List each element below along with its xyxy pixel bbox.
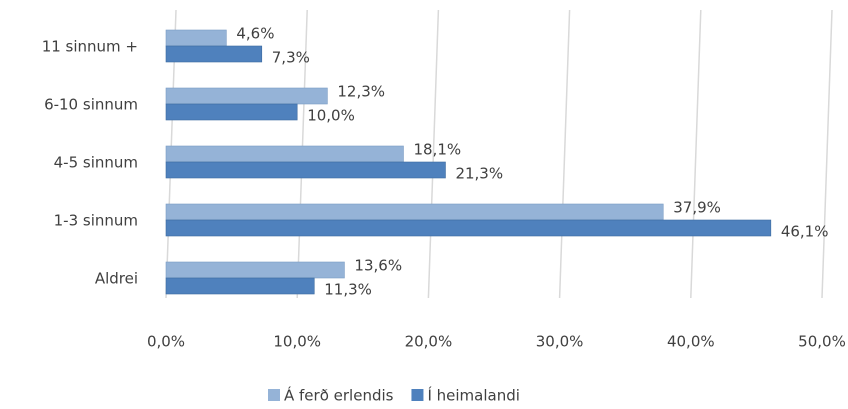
value-label: 7,3% <box>272 49 310 67</box>
bar <box>165 45 263 63</box>
bar <box>165 161 446 179</box>
bar <box>165 219 772 237</box>
value-label: 21,3% <box>455 165 503 183</box>
legend-label: Í heimalandi <box>427 386 519 405</box>
x-tick-label: 20,0% <box>405 333 453 351</box>
grid-line <box>427 9 440 299</box>
value-label: 11,3% <box>324 281 372 299</box>
x-tick-label: 0,0% <box>147 333 185 351</box>
grid-line <box>558 9 571 299</box>
bar <box>165 87 328 105</box>
bar <box>165 103 298 121</box>
bar <box>165 277 315 295</box>
x-tick-label: 30,0% <box>536 333 584 351</box>
bar <box>165 203 664 221</box>
value-label: 10,0% <box>307 107 355 125</box>
value-label: 18,1% <box>413 141 461 159</box>
bar <box>165 145 404 163</box>
y-tick-label: Aldrei <box>95 270 138 288</box>
y-tick-label: 4-5 sinnum <box>54 154 138 172</box>
x-tick-label: 50,0% <box>798 333 846 351</box>
grid-line <box>690 9 702 299</box>
x-tick-label: 40,0% <box>667 333 715 351</box>
bar <box>165 29 227 47</box>
value-label: 13,6% <box>354 257 402 275</box>
value-label: 4,6% <box>236 25 274 43</box>
value-label: 37,9% <box>673 199 721 217</box>
bar <box>165 261 345 279</box>
legend-swatch <box>411 389 424 401</box>
grid-line <box>821 9 833 299</box>
y-tick-label: 1-3 sinnum <box>54 212 138 230</box>
x-tick-label: 10,0% <box>273 333 321 351</box>
legend-swatch <box>268 389 280 401</box>
y-tick-label: 6-10 sinnum <box>44 96 138 114</box>
y-tick-label: 11 sinnum + <box>42 38 138 56</box>
legend-label: Á ferð erlendis <box>284 386 394 405</box>
value-label: 46,1% <box>781 223 829 241</box>
value-label: 12,3% <box>337 83 385 101</box>
